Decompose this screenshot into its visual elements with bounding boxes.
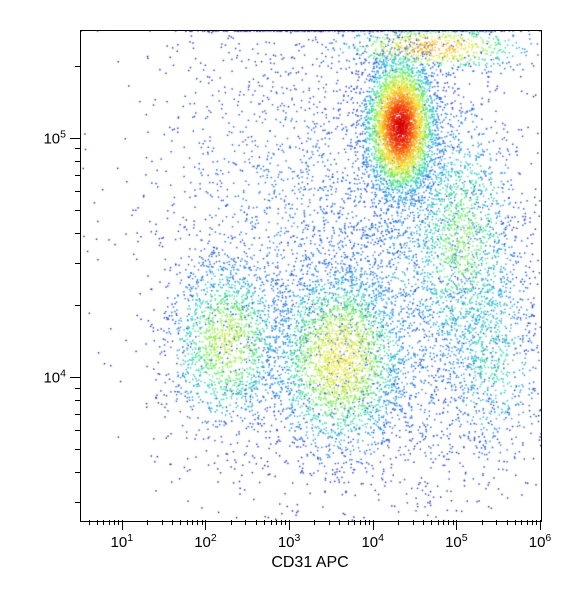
- x-tick-minor: [521, 520, 522, 525]
- x-tick-minor: [507, 520, 508, 525]
- x-tick-minor: [431, 520, 432, 525]
- x-tick-minor: [453, 520, 454, 525]
- x-tick-minor: [202, 520, 203, 525]
- x-axis-label: CD31 APC: [271, 554, 348, 572]
- x-tick-minor: [245, 520, 246, 525]
- y-tick-minor: [75, 388, 80, 389]
- x-tick-minor: [423, 520, 424, 525]
- x-tick-minor: [413, 520, 414, 525]
- x-tick-minor: [197, 520, 198, 525]
- x-tick-label: 101: [111, 532, 134, 551]
- x-tick-major: [289, 520, 290, 530]
- y-tick-minor: [75, 263, 80, 264]
- y-tick-minor: [75, 472, 80, 473]
- x-tick-minor: [482, 520, 483, 525]
- y-tick-minor: [75, 400, 80, 401]
- x-tick-minor: [264, 520, 265, 525]
- x-tick-minor: [231, 520, 232, 525]
- y-tick-label: 104: [8, 367, 66, 386]
- y-tick-minor: [75, 414, 80, 415]
- x-tick-major: [456, 520, 457, 530]
- y-tick-minor: [75, 161, 80, 162]
- x-tick-minor: [515, 520, 516, 525]
- x-tick-minor: [339, 520, 340, 525]
- x-tick-minor: [443, 520, 444, 525]
- x-tick-label: 102: [194, 532, 217, 551]
- x-tick-minor: [103, 520, 104, 525]
- x-tick-minor: [354, 520, 355, 525]
- chart-container: CD31 APC 101 102 103 104 105 106 104 105: [0, 0, 572, 600]
- x-tick-minor: [527, 520, 528, 525]
- y-tick-minor: [75, 210, 80, 211]
- scatter-canvas: [81, 31, 541, 521]
- x-tick-label: 103: [278, 532, 301, 551]
- y-tick-minor: [75, 233, 80, 234]
- x-tick-minor: [532, 520, 533, 525]
- x-tick-minor: [496, 520, 497, 525]
- y-tick-minor: [75, 502, 80, 503]
- x-tick-minor: [187, 520, 188, 525]
- x-tick-minor: [89, 520, 90, 525]
- y-tick-minor: [75, 148, 80, 149]
- x-tick-minor: [172, 520, 173, 525]
- x-tick-minor: [276, 520, 277, 525]
- x-tick-minor: [180, 520, 181, 525]
- x-tick-minor: [162, 520, 163, 525]
- x-tick-minor: [314, 520, 315, 525]
- y-tick-minor: [75, 175, 80, 176]
- x-tick-major: [122, 520, 123, 530]
- y-tick-major: [70, 138, 80, 139]
- x-tick-minor: [192, 520, 193, 525]
- y-tick-minor: [75, 305, 80, 306]
- x-tick-minor: [114, 520, 115, 525]
- x-tick-minor: [398, 520, 399, 525]
- y-tick-minor: [75, 191, 80, 192]
- x-tick-minor: [97, 520, 98, 525]
- x-tick-major: [373, 520, 374, 530]
- x-tick-minor: [448, 520, 449, 525]
- x-tick-major: [205, 520, 206, 530]
- x-tick-minor: [360, 520, 361, 525]
- y-tick-minor: [75, 430, 80, 431]
- y-tick-minor: [75, 449, 80, 450]
- x-tick-minor: [329, 520, 330, 525]
- y-tick-minor: [75, 66, 80, 67]
- x-tick-minor: [536, 520, 537, 525]
- x-tick-minor: [369, 520, 370, 525]
- plot-area: [80, 30, 542, 522]
- x-tick-minor: [118, 520, 119, 525]
- x-tick-label: 105: [445, 532, 468, 551]
- x-tick-minor: [147, 520, 148, 525]
- x-tick-label: 106: [529, 532, 552, 551]
- x-tick-label: 104: [361, 532, 384, 551]
- x-tick-minor: [348, 520, 349, 525]
- x-tick-minor: [281, 520, 282, 525]
- y-tick-major: [70, 377, 80, 378]
- x-tick-minor: [438, 520, 439, 525]
- y-tick-label: 105: [8, 128, 66, 147]
- x-tick-minor: [256, 520, 257, 525]
- x-tick-minor: [109, 520, 110, 525]
- x-tick-minor: [271, 520, 272, 525]
- x-tick-major: [540, 520, 541, 530]
- x-tick-minor: [365, 520, 366, 525]
- x-tick-minor: [285, 520, 286, 525]
